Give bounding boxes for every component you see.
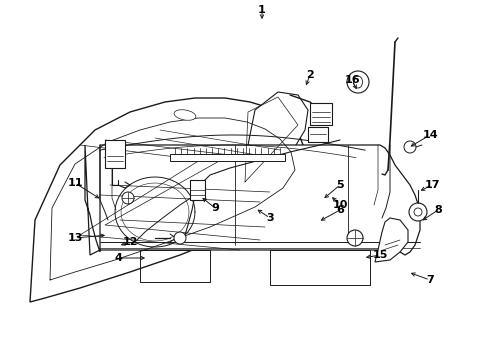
FancyBboxPatch shape [105,140,125,168]
Ellipse shape [353,76,363,88]
Text: 8: 8 [434,205,442,215]
Polygon shape [240,92,308,185]
Circle shape [122,192,134,204]
Text: 13: 13 [67,233,83,243]
Circle shape [174,232,186,244]
Text: 12: 12 [122,237,138,247]
Circle shape [404,141,416,153]
Text: 16: 16 [344,75,360,85]
Text: 10: 10 [332,200,348,210]
Circle shape [414,208,422,216]
Ellipse shape [174,110,196,120]
Circle shape [409,203,427,221]
Text: 9: 9 [211,203,219,213]
FancyBboxPatch shape [308,127,328,142]
Text: 4: 4 [114,253,122,263]
Polygon shape [375,218,408,262]
Text: 2: 2 [306,70,314,80]
Text: 5: 5 [336,180,344,190]
Text: 1: 1 [258,5,266,15]
Circle shape [347,71,369,93]
FancyBboxPatch shape [170,154,285,161]
Polygon shape [30,98,308,302]
Text: 17: 17 [424,180,440,190]
Text: 11: 11 [67,178,83,188]
FancyBboxPatch shape [310,103,332,125]
Text: 15: 15 [372,250,388,260]
Polygon shape [85,145,420,255]
Text: 6: 6 [336,205,344,215]
Text: 14: 14 [422,130,438,140]
FancyBboxPatch shape [190,180,205,200]
Text: 3: 3 [266,213,274,223]
Circle shape [347,230,363,246]
Text: 7: 7 [426,275,434,285]
